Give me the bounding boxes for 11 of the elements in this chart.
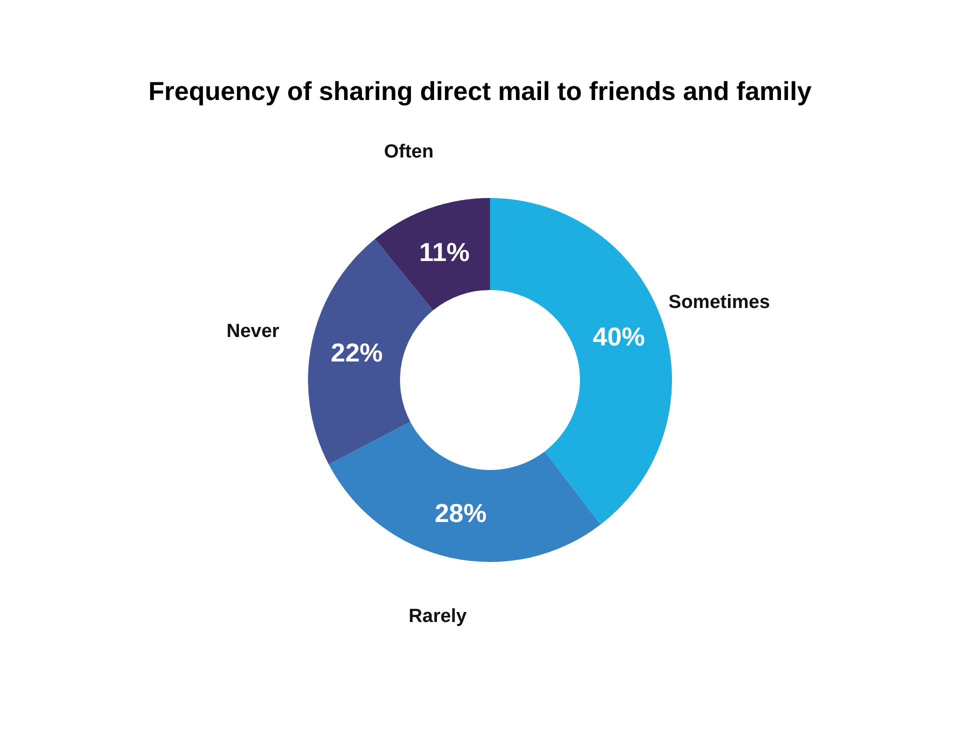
data-label: 28% <box>434 498 487 528</box>
slice-label: Sometimes <box>668 292 770 313</box>
slice-label: Rarely <box>408 606 468 627</box>
donut-slice <box>328 422 601 562</box>
donut-slice <box>374 198 490 310</box>
slice-label: Never <box>226 320 280 342</box>
data-label: 22% <box>330 338 383 368</box>
chart-title: Frequency of sharing direct mail to friends and family <box>147 76 813 107</box>
data-label: 40% <box>592 321 645 352</box>
slice-label: Often <box>384 142 434 163</box>
data-label: 11% <box>419 236 470 267</box>
